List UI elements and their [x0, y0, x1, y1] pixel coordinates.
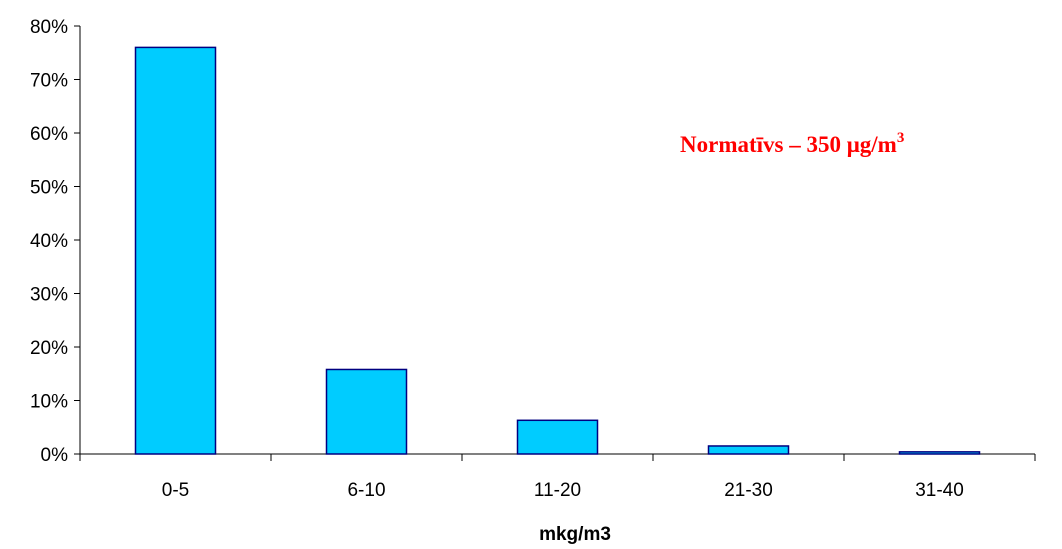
bar-11-20	[516, 419, 599, 455]
bar-31-40	[898, 451, 981, 455]
normative-annotation: Normatīvs – 350 μg/m3	[680, 130, 904, 157]
annotation-superscript: 3	[897, 130, 905, 146]
annotation-text: Normatīvs – 350 μg/m	[680, 132, 897, 157]
y-axis: 0% 10% 20% 30% 40% 50% 60% 70% 80%	[30, 17, 81, 466]
x-tick-label: 31-40	[915, 480, 964, 501]
y-tick-label: 10%	[30, 392, 68, 413]
x-axis: 0-5 6-10 11-20 21-30 31-40	[79, 453, 1036, 501]
y-tick-label: 80%	[30, 17, 68, 38]
y-tick-label: 20%	[30, 338, 68, 359]
bar-0-5	[134, 46, 217, 455]
y-tick-label: 40%	[30, 231, 68, 252]
y-tick-label: 0%	[41, 445, 69, 466]
y-tick-label: 70%	[30, 71, 68, 92]
x-tick-label: 21-30	[724, 480, 773, 501]
x-tick-label: 11-20	[534, 480, 581, 501]
bar-6-10	[325, 368, 408, 455]
bar-21-30	[707, 445, 790, 455]
bars	[134, 46, 981, 455]
y-tick-label: 30%	[30, 285, 68, 306]
y-tick-label: 60%	[30, 124, 68, 145]
y-tick-label: 50%	[30, 178, 68, 199]
x-axis-title: mkg/m3	[539, 524, 611, 545]
x-tick-label: 6-10	[347, 480, 385, 501]
x-tick-label: 0-5	[162, 480, 189, 501]
